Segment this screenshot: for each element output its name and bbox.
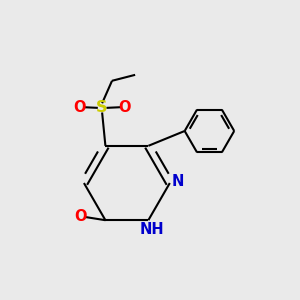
Text: NH: NH — [140, 222, 165, 237]
Text: O: O — [74, 209, 87, 224]
Text: O: O — [74, 100, 86, 115]
Text: N: N — [172, 174, 184, 189]
Text: O: O — [118, 100, 131, 115]
Text: S: S — [96, 100, 108, 116]
